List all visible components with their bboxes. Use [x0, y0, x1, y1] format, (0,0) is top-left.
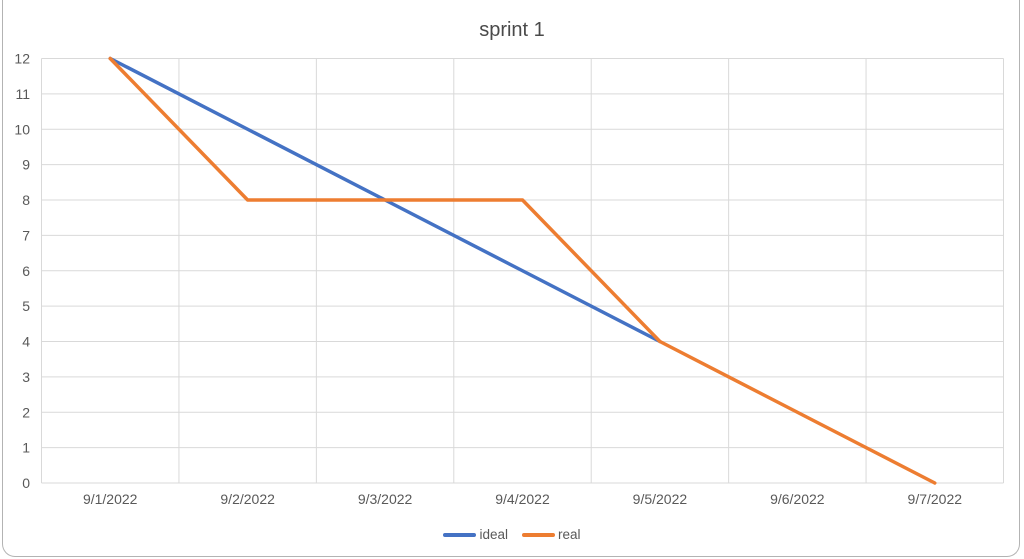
- y-axis-tick-label: 6: [22, 263, 30, 279]
- y-axis-tick-label: 10: [14, 121, 30, 137]
- y-axis-tick-label: 1: [22, 440, 30, 456]
- y-axis-tick-label: 0: [22, 475, 30, 491]
- legend-item-real: real: [522, 527, 581, 542]
- y-axis-tick-label: 4: [22, 334, 30, 350]
- legend-swatch-ideal: [443, 532, 477, 537]
- x-axis-tick-label: 9/3/2022: [358, 491, 413, 507]
- y-axis-tick-label: 3: [22, 369, 30, 385]
- y-axis-tick-label: 5: [22, 298, 30, 314]
- y-axis-tick-label: 11: [15, 86, 30, 102]
- x-axis-tick-label: 9/7/2022: [908, 491, 963, 507]
- y-axis-tick-label: 8: [22, 192, 30, 208]
- legend-swatch-real: [522, 532, 555, 537]
- y-axis-tick-label: 2: [22, 404, 30, 420]
- legend-label-ideal: ideal: [479, 527, 508, 542]
- chart-legend: ideal real: [0, 527, 1024, 542]
- x-axis-tick-label: 9/5/2022: [633, 491, 688, 507]
- x-axis-tick-label: 9/4/2022: [495, 491, 550, 507]
- legend-label-real: real: [558, 527, 581, 542]
- y-axis-tick-label: 9: [22, 157, 30, 173]
- x-axis-tick-label: 9/2/2022: [220, 491, 275, 507]
- x-axis-tick-label: 9/1/2022: [83, 491, 138, 507]
- series-line-real: [108, 56, 937, 485]
- x-axis-tick-label: 9/6/2022: [770, 491, 825, 507]
- chart-title: sprint 1: [479, 19, 545, 41]
- y-axis-tick-label: 7: [22, 227, 30, 243]
- y-axis-tick-label: 12: [14, 51, 30, 67]
- legend-item-ideal: ideal: [443, 527, 508, 542]
